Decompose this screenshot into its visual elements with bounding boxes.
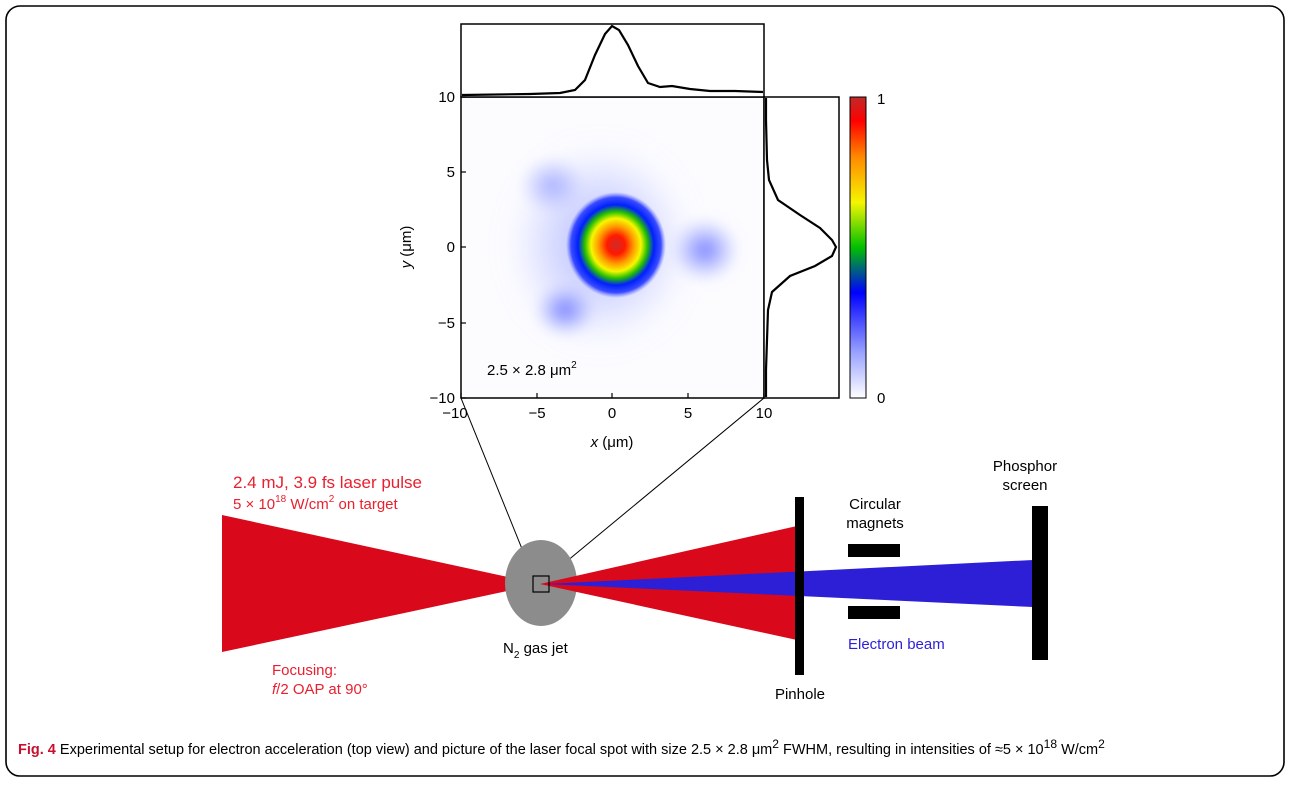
colorbar-tick-min: 0 xyxy=(877,390,885,407)
caption-sup: 18 xyxy=(1043,737,1058,751)
screen-label-line1: Phosphor xyxy=(993,458,1057,475)
y-axis-label: y (μm) xyxy=(398,226,415,270)
zoom-line-left xyxy=(460,397,534,577)
caption-sup: 2 xyxy=(1098,737,1105,751)
focal-spot-image xyxy=(460,96,765,399)
pinhole xyxy=(795,497,804,675)
x-tick-label: 10 xyxy=(756,405,773,422)
pinhole-label: Pinhole xyxy=(775,686,825,703)
x-axis: −10 −5 0 5 10 xyxy=(442,393,772,422)
right-profile-panel xyxy=(763,96,840,399)
spot-size-label: 2.5 × 2.8 μm2 xyxy=(487,360,577,379)
caption-text: FWHM, resulting in intensities of ≈5 × 1… xyxy=(778,741,1044,758)
central-spot xyxy=(566,192,666,298)
figure-caption: Fig. 4 Experimental setup for electron a… xyxy=(18,735,1273,759)
gas-jet xyxy=(505,540,577,626)
figure-frame xyxy=(5,5,1285,777)
y-tick-label: −10 xyxy=(430,390,455,407)
y-tick-label: −5 xyxy=(438,315,455,332)
figure-label: Fig. 4 xyxy=(18,741,56,758)
y-tick-label: 5 xyxy=(447,164,455,181)
x-tick-label: −10 xyxy=(442,405,467,422)
colorbar: 1 0 xyxy=(849,91,885,407)
laser-label-line1: 2.4 mJ, 3.9 fs laser pulse xyxy=(233,473,422,492)
gas-jet-label: N2 gas jet xyxy=(503,640,569,661)
caption-text: W/cm xyxy=(1057,741,1099,758)
electron-beam xyxy=(545,560,1033,607)
zoom-line-right xyxy=(548,397,765,577)
colorbar-tick-max: 1 xyxy=(877,91,885,108)
x-tick-label: −5 xyxy=(528,405,545,422)
y-tick-label: 0 xyxy=(447,239,455,256)
caption-text: Experimental setup for electron accelera… xyxy=(55,741,773,758)
focal-region-box xyxy=(532,575,550,593)
focusing-label-line2: f/2 OAP at 90° xyxy=(272,681,368,698)
side-lobe-upper-left xyxy=(518,155,586,215)
magnet-bottom xyxy=(848,606,900,619)
magnet-top xyxy=(848,544,900,557)
x-tick-label: 5 xyxy=(684,405,692,422)
laser-label-line2: 5 × 1018 W/cm2 on target xyxy=(233,494,399,513)
x-axis-label: x (μm) xyxy=(590,434,634,451)
side-lobe-lower-left xyxy=(533,282,597,338)
side-lobe-right xyxy=(669,216,741,284)
electron-beam-label: Electron beam xyxy=(848,636,945,653)
right-profile-curve xyxy=(764,98,838,397)
top-profile-curve xyxy=(461,24,764,97)
magnets-label-line2: magnets xyxy=(846,515,904,532)
laser-cone-incoming xyxy=(222,515,540,652)
phosphor-screen xyxy=(1032,506,1048,660)
focusing-label-line1: Focusing: xyxy=(272,662,337,679)
magnets-label-line1: Circular xyxy=(849,496,901,513)
top-profile-panel xyxy=(460,23,765,98)
screen-label-line2: screen xyxy=(1002,477,1047,494)
y-tick-label: 10 xyxy=(438,89,455,106)
x-tick-label: 0 xyxy=(608,405,616,422)
y-axis: 10 5 0 −5 −10 xyxy=(430,89,466,407)
caption-sup: 2 xyxy=(772,737,779,751)
